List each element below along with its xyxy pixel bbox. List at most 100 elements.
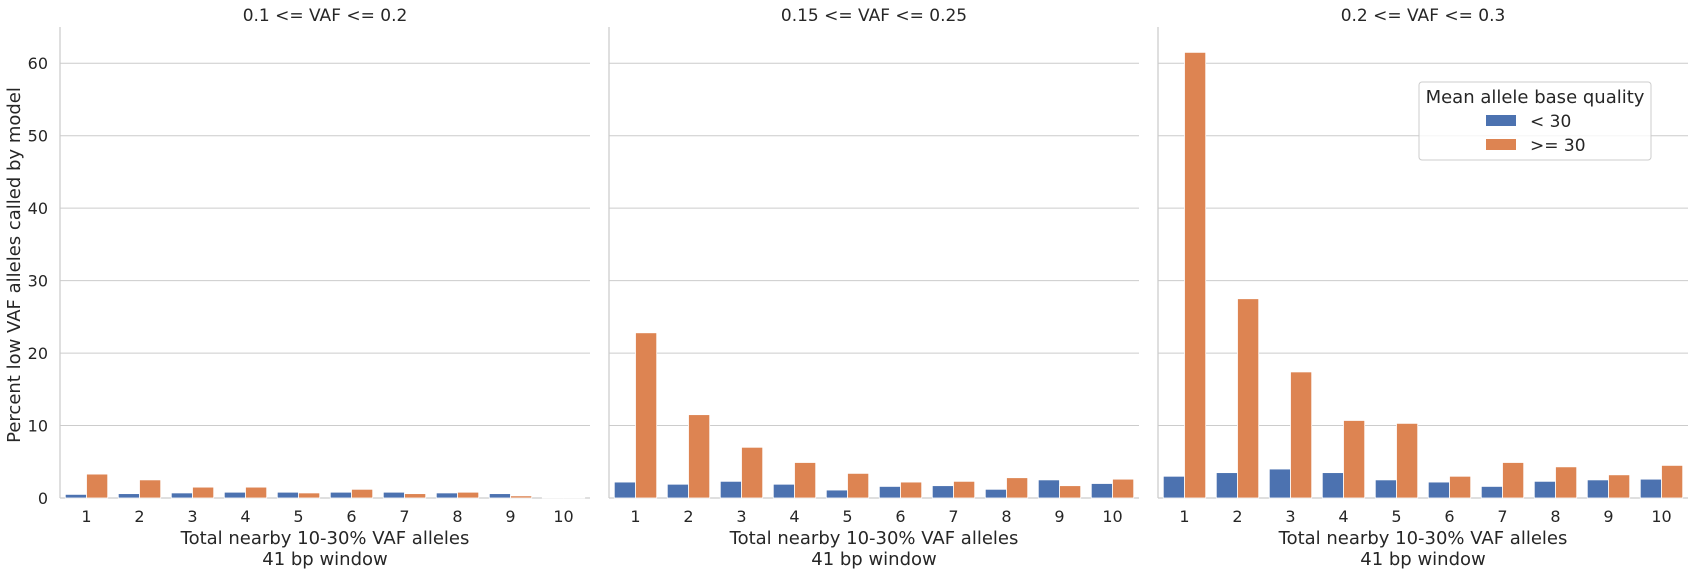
bar-low-5 bbox=[276, 491, 299, 499]
x-tick-label: 8 bbox=[452, 507, 462, 526]
panel-title: 0.15 <= VAF <= 0.25 bbox=[781, 6, 967, 26]
bar-high-3 bbox=[741, 446, 764, 499]
y-tick-label: 0 bbox=[38, 489, 48, 508]
x-tick-label: 8 bbox=[1550, 507, 1560, 526]
x-tick-label: 8 bbox=[1001, 507, 1011, 526]
x-tick-label: 4 bbox=[240, 507, 250, 526]
bar-low-2 bbox=[117, 493, 140, 499]
x-tick-label: 9 bbox=[1054, 507, 1064, 526]
bar-high-4 bbox=[245, 486, 268, 499]
bar-high-5 bbox=[847, 472, 870, 499]
x-tick-label: 6 bbox=[346, 507, 356, 526]
bar-low-1 bbox=[64, 493, 87, 499]
bar-high-2 bbox=[1237, 298, 1260, 499]
bar-low-1 bbox=[613, 481, 636, 499]
bar-low-6 bbox=[1427, 481, 1450, 499]
x-tick-label: 10 bbox=[1651, 507, 1671, 526]
x-tick-label: 3 bbox=[187, 507, 197, 526]
bar-low-3 bbox=[719, 480, 742, 499]
bar-high-1 bbox=[1184, 51, 1207, 499]
legend-swatch-low bbox=[1486, 115, 1516, 126]
legend: Mean allele base quality < 30 >= 30 bbox=[1418, 81, 1652, 161]
legend-frame bbox=[1418, 81, 1652, 161]
bar-low-6 bbox=[329, 491, 352, 499]
bar-low-10 bbox=[1090, 483, 1113, 499]
bar-low-6 bbox=[878, 486, 901, 499]
bar-high-9 bbox=[1608, 474, 1631, 499]
bar-low-5 bbox=[1374, 479, 1397, 499]
bar-high-3 bbox=[1290, 371, 1313, 499]
bar-low-8 bbox=[435, 492, 458, 499]
bar-high-1 bbox=[86, 473, 109, 499]
bar-low-2 bbox=[666, 483, 689, 499]
x-tick-label: 4 bbox=[789, 507, 799, 526]
bar-low-8 bbox=[984, 488, 1007, 499]
bar-high-4 bbox=[1343, 420, 1366, 499]
x-tick-label: 1 bbox=[630, 507, 640, 526]
bar-high-9 bbox=[1059, 485, 1082, 499]
bar-low-7 bbox=[1480, 486, 1503, 499]
bar-low-2 bbox=[1215, 472, 1238, 499]
bar-high-6 bbox=[1449, 475, 1472, 499]
y-tick-label: 10 bbox=[28, 417, 48, 436]
bar-high-5 bbox=[1396, 422, 1419, 499]
bar-high-3 bbox=[192, 486, 215, 499]
x-tick-label: 5 bbox=[1391, 507, 1401, 526]
x-tick-label: 9 bbox=[1603, 507, 1613, 526]
bar-high-5 bbox=[298, 492, 321, 499]
x-axis-label: Total nearby 10-30% VAF alleles bbox=[729, 528, 1019, 549]
legend-label-high: >= 30 bbox=[1530, 136, 1586, 156]
x-axis-sublabel: 41 bp window bbox=[262, 549, 388, 570]
x-tick-label: 1 bbox=[1179, 507, 1189, 526]
y-tick-label: 40 bbox=[28, 199, 48, 218]
y-axis-label: Percent low VAF alleles called by model bbox=[4, 87, 25, 443]
x-axis-label: Total nearby 10-30% VAF alleles bbox=[180, 528, 470, 549]
x-tick-label: 3 bbox=[1285, 507, 1295, 526]
bar-low-4 bbox=[223, 491, 246, 499]
legend-swatch-high bbox=[1486, 139, 1516, 150]
panel-title: 0.2 <= VAF <= 0.3 bbox=[1341, 6, 1506, 26]
x-tick-label: 6 bbox=[895, 507, 905, 526]
bar-high-10 bbox=[1112, 478, 1135, 499]
bar-high-9 bbox=[510, 495, 533, 499]
bar-low-4 bbox=[772, 483, 795, 499]
legend-title: Mean allele base quality bbox=[1426, 87, 1645, 108]
bar-low-3 bbox=[170, 492, 193, 499]
x-tick-label: 10 bbox=[1102, 507, 1122, 526]
bar-low-5 bbox=[825, 489, 848, 499]
x-tick-label: 1 bbox=[81, 507, 91, 526]
bar-high-6 bbox=[351, 488, 374, 499]
x-tick-label: 7 bbox=[1497, 507, 1507, 526]
bar-high-7 bbox=[953, 480, 976, 499]
x-tick-label: 4 bbox=[1338, 507, 1348, 526]
chart-panels: 0 10 20 30 40 50 60 1 2 3 4 5 6 7 8 9 10 0.1 <= VAF <= 0.… bbox=[28, 6, 1688, 570]
bar-high-8 bbox=[1555, 466, 1578, 499]
y-tick-label: 20 bbox=[28, 344, 48, 363]
bar-low-8 bbox=[1533, 480, 1556, 499]
bar-high-2 bbox=[688, 414, 711, 499]
bar-low-9 bbox=[488, 493, 511, 499]
bar-high-6 bbox=[900, 481, 923, 499]
x-tick-label: 6 bbox=[1444, 507, 1454, 526]
bar-low-4 bbox=[1321, 472, 1344, 499]
x-tick-label: 10 bbox=[553, 507, 573, 526]
bar-high-8 bbox=[1006, 477, 1029, 499]
bar-high-8 bbox=[457, 491, 480, 499]
bar-high-1 bbox=[635, 332, 658, 499]
bar-high-10 bbox=[563, 496, 586, 499]
x-tick-label: 2 bbox=[683, 507, 693, 526]
x-axis-sublabel: 41 bp window bbox=[1360, 549, 1486, 570]
x-tick-label: 7 bbox=[399, 507, 409, 526]
bar-low-10 bbox=[1639, 478, 1662, 499]
x-tick-label: 9 bbox=[505, 507, 515, 526]
x-tick-label: 5 bbox=[842, 507, 852, 526]
y-tick-label: 30 bbox=[28, 272, 48, 291]
x-tick-label: 3 bbox=[736, 507, 746, 526]
legend-label-low: < 30 bbox=[1530, 112, 1571, 132]
panel-2: 1 2 3 4 5 6 7 8 9 10 0.15 <= VAF <= 0.25 Total near… bbox=[608, 6, 1139, 570]
panel-1: 0 10 20 30 40 50 60 1 2 3 4 5 6 7 8 9 10 0.1 <= VAF <= 0.… bbox=[28, 6, 590, 570]
x-axis-label: Total nearby 10-30% VAF alleles bbox=[1278, 528, 1568, 549]
bar-high-7 bbox=[1502, 462, 1525, 499]
bar-low-9 bbox=[1586, 479, 1609, 499]
